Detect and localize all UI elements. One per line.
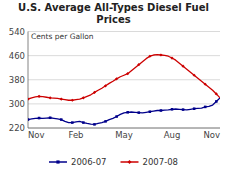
marker bbox=[82, 96, 85, 99]
marker bbox=[71, 99, 74, 102]
line bbox=[28, 98, 220, 125]
x-axis-line bbox=[28, 128, 220, 129]
marker bbox=[115, 77, 118, 80]
x-tick-label: Nov bbox=[203, 130, 220, 140]
legend-label: 2006-07 bbox=[71, 157, 107, 167]
marker bbox=[28, 97, 30, 100]
marker bbox=[171, 108, 174, 111]
marker bbox=[204, 83, 207, 86]
marker bbox=[93, 123, 96, 126]
title-line: U.S. Average All-Types Diesel Fuel bbox=[18, 2, 209, 13]
marker bbox=[115, 115, 118, 118]
title-line: Prices bbox=[96, 14, 130, 25]
marker bbox=[37, 95, 40, 98]
x-tick-label: Aug bbox=[164, 130, 181, 140]
x-tick-label: Nov bbox=[28, 130, 45, 140]
marker bbox=[126, 111, 129, 114]
y-tick-label: 220 bbox=[9, 123, 25, 133]
marker bbox=[160, 109, 163, 112]
marker bbox=[170, 56, 173, 59]
y-tick-label: 380 bbox=[9, 75, 25, 85]
legend-swatch bbox=[49, 161, 67, 163]
marker bbox=[182, 108, 185, 111]
marker bbox=[28, 118, 29, 121]
x-tick-label: Feb bbox=[68, 130, 83, 140]
marker bbox=[137, 111, 140, 114]
marker bbox=[149, 110, 152, 113]
legend-item: 2007-08 bbox=[121, 157, 179, 167]
marker bbox=[38, 117, 41, 120]
legend-item: 2006-07 bbox=[49, 157, 107, 167]
title: U.S. Average All-Types Diesel FuelPrices bbox=[18, 2, 209, 25]
marker bbox=[193, 107, 196, 110]
marker bbox=[49, 116, 52, 119]
marker bbox=[215, 92, 218, 95]
grid-line bbox=[28, 55, 220, 56]
line bbox=[28, 55, 220, 101]
legend-marker bbox=[128, 160, 132, 164]
legend-marker bbox=[56, 160, 59, 163]
marker bbox=[215, 100, 218, 103]
legend-label: 2007-08 bbox=[143, 157, 179, 167]
grid-line bbox=[28, 79, 220, 80]
x-tick-label: May bbox=[115, 130, 133, 140]
marker bbox=[82, 121, 85, 124]
marker bbox=[104, 84, 107, 87]
y-axis-label: Cents per Gallon bbox=[31, 32, 94, 41]
grid-line bbox=[28, 103, 220, 104]
marker bbox=[60, 97, 63, 100]
marker bbox=[137, 63, 140, 66]
marker bbox=[181, 65, 184, 68]
marker bbox=[148, 55, 151, 58]
y-tick-label: 540 bbox=[9, 27, 25, 37]
y-tick-label: 300 bbox=[9, 99, 25, 109]
grid-line bbox=[28, 128, 220, 129]
marker bbox=[104, 120, 107, 123]
y-axis-line bbox=[28, 32, 29, 129]
grid bbox=[28, 32, 220, 129]
marker bbox=[204, 106, 207, 109]
y-tick-label: 460 bbox=[9, 51, 25, 61]
marker bbox=[193, 74, 196, 77]
marker bbox=[126, 72, 129, 75]
marker bbox=[93, 91, 96, 94]
chart: U.S. Average All-Types Diesel FuelPrices… bbox=[0, 0, 227, 174]
marker bbox=[49, 96, 52, 99]
plot-area bbox=[28, 53, 220, 125]
legend: 2006-07 2007-08 bbox=[49, 157, 178, 167]
marker bbox=[159, 53, 162, 56]
marker bbox=[60, 118, 63, 121]
marker bbox=[71, 121, 74, 124]
